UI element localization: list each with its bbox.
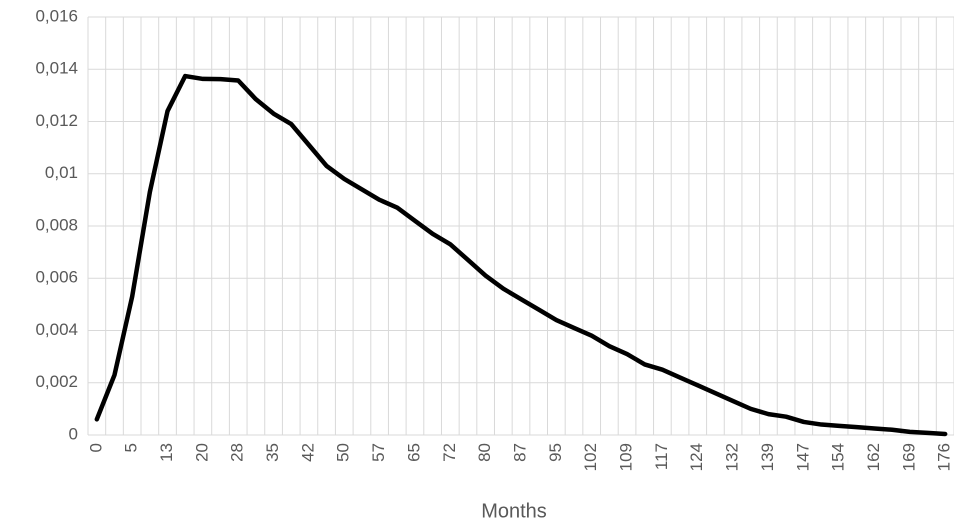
x-tick-label: 95 bbox=[546, 443, 565, 462]
data-line bbox=[94, 73, 948, 437]
x-tick-label: 13 bbox=[157, 443, 176, 462]
y-tick-label: 0,004 bbox=[35, 320, 78, 339]
x-tick-label: 28 bbox=[228, 443, 247, 462]
x-tick-label: 80 bbox=[475, 443, 494, 462]
y-tick-label: 0 bbox=[69, 424, 78, 443]
y-tick-label: 0,002 bbox=[35, 372, 78, 391]
x-tick-label: 20 bbox=[192, 443, 211, 462]
x-tick-label: 42 bbox=[298, 443, 317, 462]
x-tick-label: 117 bbox=[652, 443, 671, 470]
x-tick-label: 124 bbox=[687, 443, 706, 471]
y-tick-label: 0,01 bbox=[45, 163, 78, 182]
x-tick-label: 169 bbox=[899, 443, 918, 471]
x-tick-label: 176 bbox=[935, 443, 954, 471]
x-tick-label: 139 bbox=[758, 443, 777, 471]
x-tick-label: 65 bbox=[404, 443, 423, 462]
y-tick-label: 0,016 bbox=[35, 6, 78, 25]
x-tick-label: 154 bbox=[829, 443, 848, 471]
x-tick-label: 87 bbox=[510, 443, 529, 462]
x-tick-label: 72 bbox=[440, 443, 459, 462]
y-tick-label: 0,012 bbox=[35, 111, 78, 130]
x-tick-label: 57 bbox=[369, 443, 388, 462]
y-tick-label: 0,008 bbox=[35, 215, 78, 234]
x-tick-label: 109 bbox=[617, 443, 636, 471]
x-tick-label: 102 bbox=[581, 443, 600, 471]
y-tick-label: 0,014 bbox=[35, 59, 78, 78]
x-tick-label: 147 bbox=[793, 443, 812, 471]
x-tick-label: 50 bbox=[334, 443, 353, 462]
x-tick-label: 5 bbox=[122, 443, 141, 452]
y-tick-label: 0,006 bbox=[35, 268, 78, 287]
x-tick-label: 0 bbox=[86, 443, 105, 452]
x-tick-label: 162 bbox=[864, 443, 883, 471]
x-tick-label: 132 bbox=[723, 443, 742, 471]
x-tick-label: 35 bbox=[263, 443, 282, 462]
x-axis-title: Months bbox=[481, 500, 547, 522]
